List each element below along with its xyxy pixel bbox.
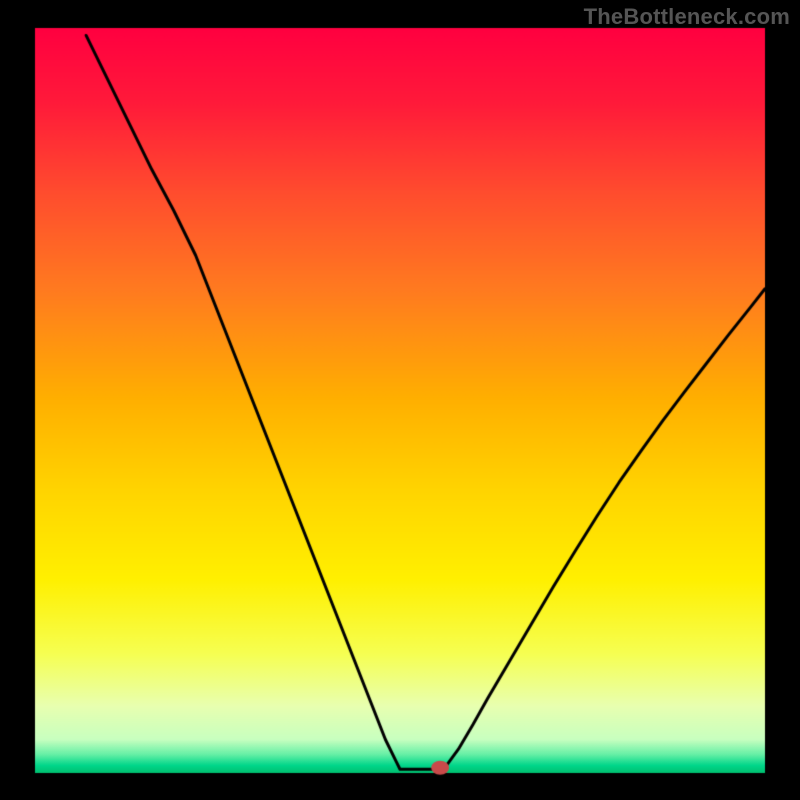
watermark-text: TheBottleneck.com — [584, 4, 790, 30]
bottleneck-chart — [0, 0, 800, 800]
